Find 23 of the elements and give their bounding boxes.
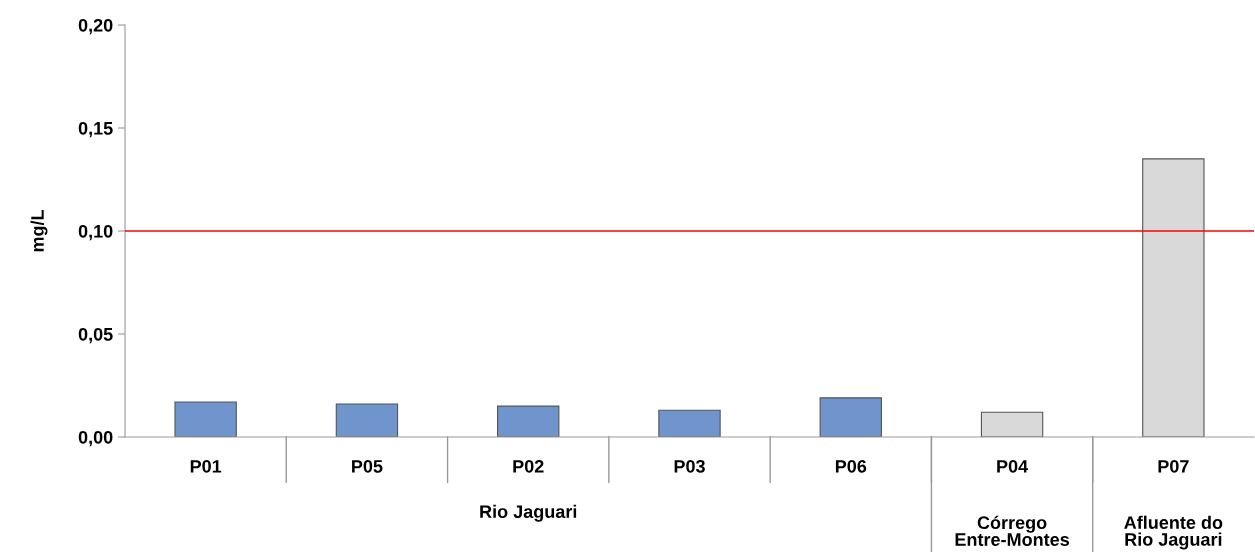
bar xyxy=(658,409,721,437)
x-tick-label: P03 xyxy=(674,459,705,473)
x-tick-label: P06 xyxy=(835,459,867,473)
bar xyxy=(980,411,1044,437)
text: Córrego Entre-Montes xyxy=(955,515,1070,546)
x-tick-label: P04 xyxy=(997,459,1029,473)
y-tick-label: 0,15 xyxy=(78,121,113,138)
bar xyxy=(497,405,560,437)
x-tick-label: P01 xyxy=(190,459,222,473)
y-tick-label: 0,00 xyxy=(78,430,113,447)
y-tick-label: 0,20 xyxy=(78,18,113,35)
text: Rio Jaguari xyxy=(480,504,577,522)
x-tick-label: P02 xyxy=(513,459,544,473)
y-tick-label: 0,10 xyxy=(78,224,113,241)
bar xyxy=(335,403,399,437)
bar xyxy=(1142,158,1205,437)
bar xyxy=(174,401,237,437)
x-tick-label: P07 xyxy=(1158,459,1189,473)
text: Afluente do Rio Jaguari xyxy=(1124,515,1223,550)
y-tick-label: 0,05 xyxy=(78,327,113,344)
bar xyxy=(819,397,882,437)
x-tick-label: P05 xyxy=(352,459,383,473)
y-axis-title: mg/L xyxy=(30,209,48,252)
